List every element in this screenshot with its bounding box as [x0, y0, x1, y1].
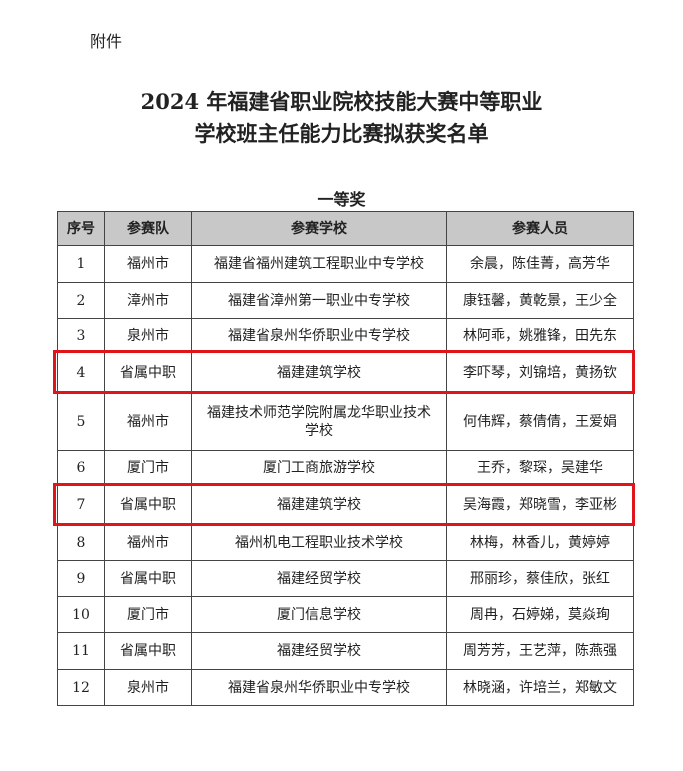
table-row: 3 泉州市 福建省泉州华侨职业中专学校 林阿乖，姚雅锋，田先东 — [57, 318, 634, 353]
row-members: 林梅，林香儿，黄婷婷 — [446, 524, 634, 561]
award-table: 序号 参赛队 参赛学校 参赛人员 1 福州市 福建省福州建筑工程职业中专学校 余晨，陈… — [57, 211, 634, 706]
table-row: 6 厦门市 厦门工商旅游学校 王乔，黎琛，吴建华 — [57, 450, 634, 486]
row-members: 吴海霞，郑晓雪，李亚彬 — [446, 485, 634, 525]
row-members: 邢丽珍，蔡佳欣，张红 — [446, 560, 634, 597]
row-number: 1 — [57, 245, 105, 283]
row-school: 厦门信息学校 — [191, 596, 447, 633]
row-school: 福建建筑学校 — [191, 485, 447, 525]
title-line-1: 2024 年福建省职业院校技能大赛中等职业 — [140, 89, 543, 114]
row-number: 11 — [57, 632, 105, 670]
row-members: 周冉，石婷娣，莫焱珣 — [446, 596, 634, 633]
row-team: 泉州市 — [104, 318, 192, 353]
row-team: 省属中职 — [104, 560, 192, 597]
row-school: 福建经贸学校 — [191, 560, 447, 597]
table-row: 7 省属中职 福建建筑学校 吴海霞，郑晓雪，李亚彬 — [57, 485, 634, 525]
row-school: 福建省泉州华侨职业中专学校 — [191, 669, 447, 706]
row-school: 福建技术师范学院附属龙华职业技术学校 — [191, 392, 447, 451]
table-row: 12 泉州市 福建省泉州华侨职业中专学校 林晓涵，许培兰，郑敏文 — [57, 669, 634, 706]
row-team: 省属中职 — [104, 632, 192, 670]
header-team: 参赛队 — [104, 211, 192, 246]
row-members: 康钰馨，黄乾景，王少全 — [446, 282, 634, 319]
attachment-label: 附件 — [90, 32, 123, 51]
row-school: 厦门工商旅游学校 — [191, 450, 447, 486]
table-row: 1 福州市 福建省福州建筑工程职业中专学校 余晨，陈佳菁，高芳华 — [57, 245, 634, 283]
row-school: 福建省泉州华侨职业中专学校 — [191, 318, 447, 353]
row-members: 林晓涵，许培兰，郑敏文 — [446, 669, 634, 706]
row-team: 厦门市 — [104, 450, 192, 486]
document-title: 2024 年福建省职业院校技能大赛中等职业 学校班主任能力比赛拟获奖名单 — [0, 86, 683, 150]
row-members: 林阿乖，姚雅锋，田先东 — [446, 318, 634, 353]
row-members: 何伟辉，蔡倩倩，王爱娟 — [446, 392, 634, 451]
row-number: 10 — [57, 596, 105, 633]
row-school: 福建省漳州第一职业中专学校 — [191, 282, 447, 319]
table-header: 序号 参赛队 参赛学校 参赛人员 — [57, 211, 634, 246]
row-number: 2 — [57, 282, 105, 319]
header-no: 序号 — [57, 211, 105, 246]
row-number: 6 — [57, 450, 105, 486]
row-team: 漳州市 — [104, 282, 192, 319]
table-row: 8 福州市 福州机电工程职业技术学校 林梅，林香儿，黄婷婷 — [57, 524, 634, 561]
row-members: 王乔，黎琛，吴建华 — [446, 450, 634, 486]
row-team: 泉州市 — [104, 669, 192, 706]
row-school: 福州机电工程职业技术学校 — [191, 524, 447, 561]
row-team: 福州市 — [104, 392, 192, 451]
award-heading: 一等奖 — [317, 190, 366, 209]
highlight-box-row-7 — [53, 483, 635, 526]
table-row: 2 漳州市 福建省漳州第一职业中专学校 康钰馨，黄乾景，王少全 — [57, 282, 634, 319]
row-number: 5 — [57, 392, 105, 451]
row-number: 12 — [57, 669, 105, 706]
table-row: 9 省属中职 福建经贸学校 邢丽珍，蔡佳欣，张红 — [57, 560, 634, 597]
highlight-box-row-4 — [53, 350, 635, 394]
row-members: 周芳芳，王艺萍，陈燕强 — [446, 632, 634, 670]
header-members: 参赛人员 — [446, 211, 634, 246]
row-team: 福州市 — [104, 245, 192, 283]
table-row: 11 省属中职 福建经贸学校 周芳芳，王艺萍，陈燕强 — [57, 632, 634, 670]
title-line-2: 学校班主任能力比赛拟获奖名单 — [194, 121, 489, 146]
row-number: 4 — [57, 352, 105, 393]
row-school: 福建省福州建筑工程职业中专学校 — [191, 245, 447, 283]
row-number: 9 — [57, 560, 105, 597]
row-team: 福州市 — [104, 524, 192, 561]
table-row: 5 福州市 福建技术师范学院附属龙华职业技术学校 何伟辉，蔡倩倩，王爱娟 — [57, 392, 634, 451]
row-team: 厦门市 — [104, 596, 192, 633]
row-number: 8 — [57, 524, 105, 561]
row-team: 省属中职 — [104, 485, 192, 525]
row-school: 福建经贸学校 — [191, 632, 447, 670]
row-number: 7 — [57, 485, 105, 525]
row-members: 余晨，陈佳菁，高芳华 — [446, 245, 634, 283]
header-school: 参赛学校 — [191, 211, 447, 246]
table-row: 10 厦门市 厦门信息学校 周冉，石婷娣，莫焱珣 — [57, 596, 634, 633]
row-number: 3 — [57, 318, 105, 353]
